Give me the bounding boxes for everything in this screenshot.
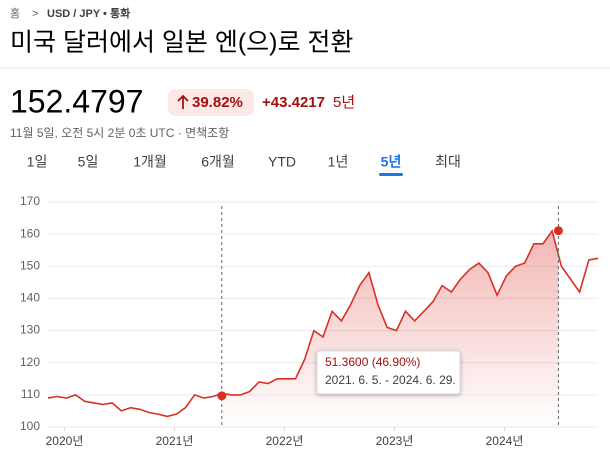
page-title: 미국 달러에서 일본 엔(으)로 전환 [10, 29, 353, 57]
timestamp: 11월 5일, 오전 5시 2분 0초 UTC · 면책조항 [10, 125, 229, 140]
tooltip-change: 51.3600 (46.90%) [325, 355, 420, 369]
tab[interactable]: 5일 [78, 154, 99, 170]
change-percent: 39.82% [192, 94, 243, 111]
tab[interactable]: 5년 [381, 154, 402, 170]
y-tick-label: 150 [20, 258, 40, 272]
x-tick-label: 2023년 [376, 434, 414, 448]
tooltip [316, 350, 461, 395]
price-line [47, 229, 599, 418]
selection-point [553, 226, 563, 236]
x-tick-label: 2024년 [486, 434, 524, 448]
selection-area [221, 230, 559, 427]
tab[interactable]: 6개월 [201, 154, 235, 170]
change-period: 5년 [333, 94, 355, 111]
x-tick-label: 2022년 [266, 434, 304, 448]
breadcrumb-home[interactable]: 홈 [10, 6, 20, 20]
tooltip-range: 2021. 6. 5. - 2024. 6. 29. [325, 373, 456, 387]
price: 152.4797 [10, 83, 143, 119]
change-value: +43.4217 [262, 94, 325, 111]
y-tick-label: 140 [20, 291, 40, 305]
x-tick-label: 2021년 [156, 434, 194, 448]
tab-underline [379, 173, 403, 176]
y-tick-label: 120 [20, 355, 40, 369]
tab[interactable]: 1개월 [133, 154, 167, 170]
breadcrumb-current: USD / JPY • 통화 [47, 6, 130, 20]
y-tick-label: 170 [20, 194, 40, 208]
tab[interactable]: YTD [268, 154, 296, 170]
tab[interactable]: 1년 [328, 154, 349, 170]
y-tick-label: 100 [20, 419, 40, 433]
tab[interactable]: 최대 [435, 154, 461, 170]
y-tick-label: 160 [20, 226, 40, 240]
y-tick-label: 130 [20, 323, 40, 337]
breadcrumb-sep: > [32, 8, 38, 20]
x-tick-label: 2020년 [46, 434, 84, 448]
change-chip [168, 89, 254, 116]
y-tick-label: 110 [21, 387, 40, 401]
tab[interactable]: 1일 [27, 154, 48, 170]
up-arrow [177, 94, 189, 109]
selection-point [217, 391, 227, 401]
